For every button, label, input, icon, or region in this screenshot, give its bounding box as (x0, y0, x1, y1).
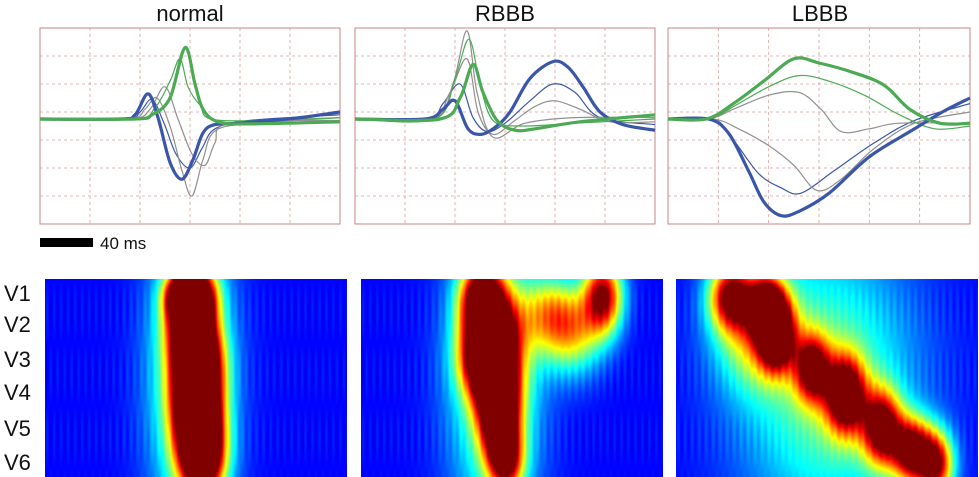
ecg-panel-normal (39, 27, 341, 225)
ecg-trace (39, 86, 341, 167)
lead-label-v6: V6 (4, 450, 31, 475)
lead-label-v2: V2 (4, 312, 31, 337)
ecg-trace (667, 96, 971, 218)
ecg-panel-lbbb (667, 27, 971, 225)
scale-bar (40, 238, 93, 247)
ecg-trace (667, 74, 971, 130)
ecg-trace (39, 98, 341, 169)
heatmap-rbbb (361, 279, 663, 477)
ecg-trace (354, 83, 656, 133)
ecg-trace (354, 59, 656, 137)
panel-frame (39, 27, 341, 225)
panel-title-normal: normal (156, 1, 223, 26)
ecg-trace (354, 62, 656, 133)
ecg-trace (39, 45, 341, 126)
panel-frame (354, 27, 656, 225)
heatmap-normal (45, 279, 347, 477)
lead-label-v3: V3 (4, 347, 31, 372)
ecg-trace (354, 30, 656, 139)
panel-title-rbbb: RBBB (475, 1, 535, 26)
ecg-panel-rbbb (354, 27, 656, 225)
ecg-trace (667, 90, 971, 134)
lead-label-v4: V4 (4, 380, 31, 405)
ecg-trace (667, 111, 971, 192)
panel-title-lbbb: LBBB (792, 1, 848, 26)
scale-bar-label: 40 ms (100, 234, 146, 253)
ecg-trace (667, 56, 971, 126)
lead-label-v1: V1 (4, 281, 31, 306)
ecg-trace (354, 58, 656, 136)
lead-label-v5: V5 (4, 416, 31, 441)
heatmap-lbbb (676, 279, 978, 477)
ecg-trace (39, 96, 341, 197)
